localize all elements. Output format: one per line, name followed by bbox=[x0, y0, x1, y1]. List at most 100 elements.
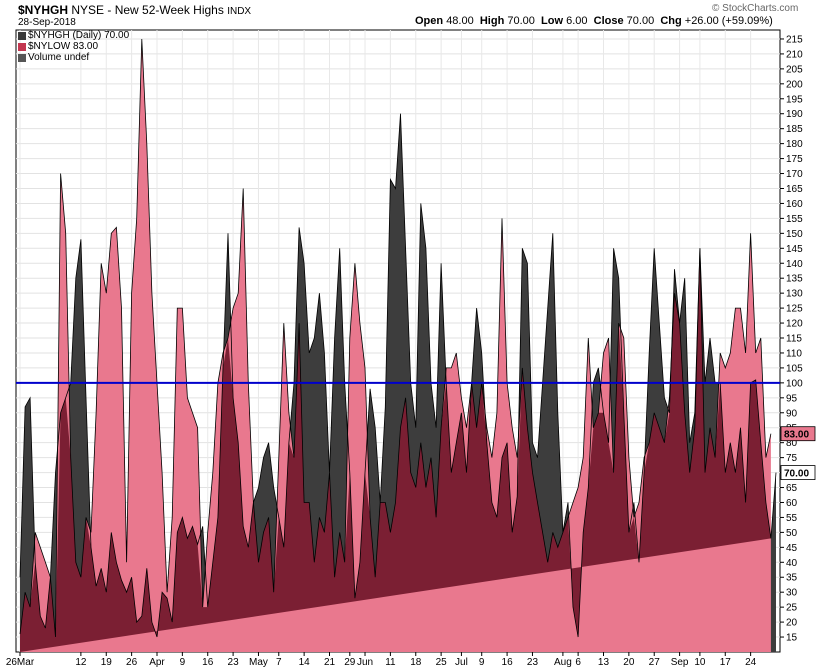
x-tick-label: 23 bbox=[527, 657, 539, 668]
x-tick-label: 26Mar bbox=[6, 657, 35, 668]
y-tick-label: 150 bbox=[786, 229, 803, 240]
x-tick-label: May bbox=[249, 657, 268, 668]
x-tick-label: 23 bbox=[228, 657, 240, 668]
y-tick-label: 145 bbox=[786, 244, 803, 255]
series-highs-line bbox=[19, 113, 777, 638]
y-tick-label: 200 bbox=[786, 79, 803, 90]
exchange: INDX bbox=[227, 6, 252, 17]
legend-item-lows: $NYLOW 83.00 bbox=[18, 41, 129, 52]
y-tick-label: 90 bbox=[786, 408, 798, 419]
y-tick-label: 115 bbox=[786, 334, 802, 345]
x-tick-label: 29 bbox=[344, 657, 356, 668]
x-tick-label: 20 bbox=[623, 657, 635, 668]
y-tick-label: 195 bbox=[786, 94, 803, 105]
chart-title: $NYHGH NYSE - New 52-Week Highs INDX bbox=[18, 3, 251, 17]
legend: $NYHGH (Daily) 70.00 $NYLOW 83.00 Volume… bbox=[18, 30, 129, 63]
x-tick-label: 18 bbox=[410, 657, 422, 668]
x-tick-label: 14 bbox=[299, 657, 311, 668]
chg-value: +26.00 (+59.09%) bbox=[684, 15, 773, 27]
y-tick-label: 155 bbox=[786, 214, 803, 225]
y-tick-label: 165 bbox=[786, 184, 803, 195]
high-value: 70.00 bbox=[507, 15, 535, 27]
x-tick-label: Sep bbox=[671, 657, 689, 668]
y-tick-label: 75 bbox=[786, 453, 798, 464]
open-value: 48.00 bbox=[446, 15, 474, 27]
description: NYSE - New 52-Week Highs bbox=[71, 3, 224, 17]
y-tick-label: 60 bbox=[786, 498, 798, 509]
x-tick-label: 16 bbox=[202, 657, 214, 668]
x-tick-label: 12 bbox=[75, 657, 87, 668]
y-tick-label: 215 bbox=[786, 34, 803, 45]
last-value-lows-label: 83.00 bbox=[784, 430, 809, 441]
high-label: High bbox=[479, 15, 505, 27]
x-tick-label: 16 bbox=[502, 657, 514, 668]
x-tick-label: 9 bbox=[479, 657, 485, 668]
legend-label: $NYHGH (Daily) 70.00 bbox=[28, 30, 130, 41]
open-label: Open bbox=[415, 15, 444, 27]
y-tick-label: 210 bbox=[786, 49, 803, 60]
series-overlap-area bbox=[20, 248, 771, 653]
last-value-lows-box bbox=[780, 426, 816, 442]
x-tick-label: 17 bbox=[720, 657, 732, 668]
y-tick-label: 185 bbox=[786, 124, 803, 135]
x-tick-label: 27 bbox=[649, 657, 661, 668]
x-tick-label: 24 bbox=[745, 657, 757, 668]
y-tick-label: 100 bbox=[786, 378, 803, 389]
y-tick-label: 45 bbox=[786, 543, 798, 554]
y-tick-label: 55 bbox=[786, 513, 798, 524]
y-tick-label: 65 bbox=[786, 483, 798, 494]
y-tick-label: 110 bbox=[786, 348, 802, 359]
x-tick-label: 7 bbox=[276, 657, 282, 668]
chg-label: Chg bbox=[660, 15, 682, 27]
y-tick-label: 170 bbox=[786, 169, 803, 180]
y-tick-label: 175 bbox=[786, 154, 803, 165]
ohlc-readout: Open 48.00 High 70.00 Low 6.00 Close 70.… bbox=[415, 15, 773, 27]
y-tick-label: 95 bbox=[786, 393, 798, 404]
legend-swatch bbox=[18, 42, 26, 51]
y-tick-label: 120 bbox=[786, 319, 803, 330]
y-tick-label: 105 bbox=[786, 363, 803, 374]
close-value: 70.00 bbox=[626, 15, 655, 27]
x-tick-label: 10 bbox=[694, 657, 706, 668]
series-lows-line bbox=[19, 38, 772, 638]
last-value-highs-label: 70.00 bbox=[784, 469, 809, 480]
x-tick-label: Aug bbox=[554, 657, 572, 668]
watermark: © StockCharts.com bbox=[712, 3, 799, 14]
x-tick-label: 21 bbox=[324, 657, 336, 668]
low-label: Low bbox=[541, 15, 564, 27]
last-value-highs-box bbox=[780, 465, 816, 480]
y-tick-label: 135 bbox=[786, 274, 803, 285]
x-tick-label: 11 bbox=[385, 657, 396, 668]
x-tick-label: 13 bbox=[598, 657, 610, 668]
y-tick-label: 180 bbox=[786, 139, 803, 150]
y-tick-label: 40 bbox=[786, 558, 798, 569]
y-tick-label: 205 bbox=[786, 64, 803, 75]
x-tick-label: 9 bbox=[180, 657, 186, 668]
x-tick-label: 6 bbox=[575, 657, 581, 668]
y-tick-label: 20 bbox=[786, 618, 798, 629]
symbol: $NYHGH bbox=[18, 3, 69, 17]
x-tick-label: 19 bbox=[101, 657, 113, 668]
x-tick-label: Apr bbox=[149, 657, 165, 668]
x-tick-label: Jun bbox=[357, 657, 373, 668]
y-tick-label: 25 bbox=[786, 603, 798, 614]
x-tick-label: 25 bbox=[436, 657, 448, 668]
low-value: 6.00 bbox=[566, 15, 588, 27]
y-tick-label: 190 bbox=[786, 109, 803, 120]
chart-date: 28-Sep-2018 bbox=[18, 17, 76, 28]
y-tick-label: 80 bbox=[786, 438, 798, 449]
y-tick-label: 15 bbox=[786, 633, 798, 644]
y-tick-label: 35 bbox=[786, 573, 798, 584]
legend-item-highs: $NYHGH (Daily) 70.00 bbox=[18, 30, 129, 41]
y-tick-label: 160 bbox=[786, 199, 803, 210]
legend-item-volume: Volume undef bbox=[18, 52, 129, 63]
legend-swatch bbox=[18, 53, 26, 62]
y-tick-label: 125 bbox=[786, 304, 803, 315]
legend-swatch bbox=[18, 31, 26, 40]
legend-label: $NYLOW 83.00 bbox=[28, 41, 99, 52]
y-tick-label: 140 bbox=[786, 259, 803, 270]
y-tick-label: 130 bbox=[786, 289, 803, 300]
series-lows-area bbox=[20, 39, 771, 652]
y-tick-label: 30 bbox=[786, 588, 798, 599]
